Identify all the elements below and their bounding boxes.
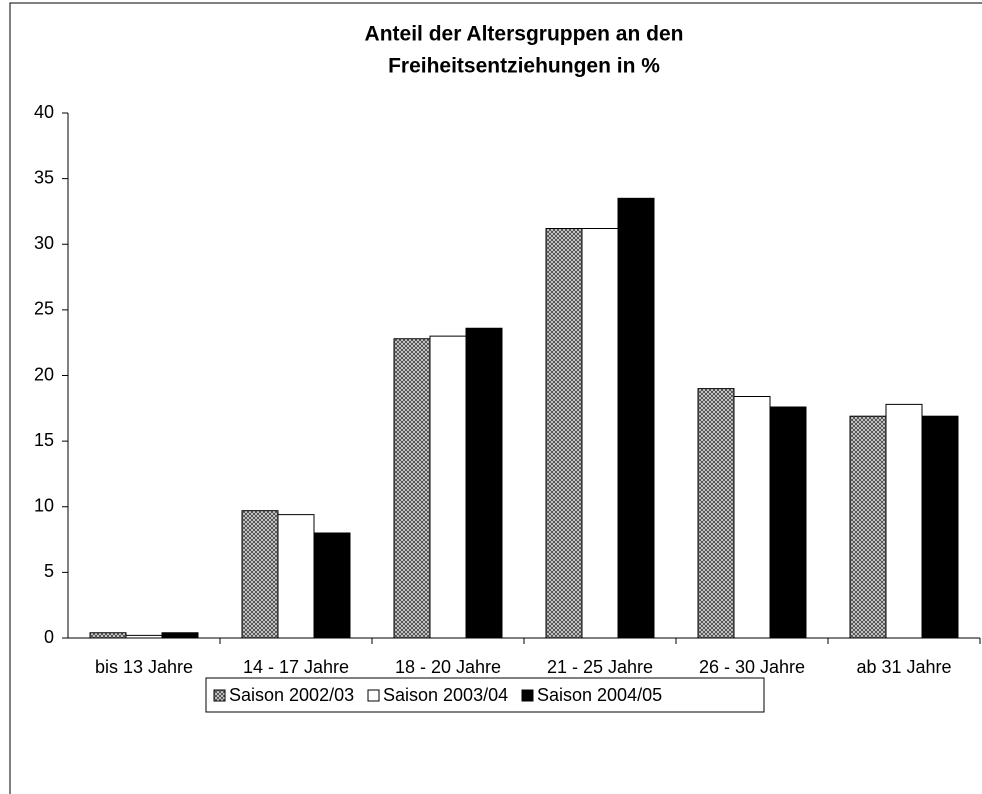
bar: [885, 403, 923, 639]
bar: [545, 228, 583, 639]
chart-title: Anteil der Altersgruppen an den: [365, 23, 684, 46]
bar: [617, 197, 655, 639]
bar: [733, 396, 771, 639]
bar: [429, 335, 467, 639]
x-tick-label: ab 31 Jahre: [856, 657, 951, 677]
legend-label: Saison 2002/03: [229, 685, 354, 705]
legend-label: Saison 2004/05: [537, 685, 662, 705]
y-tick-label: 15: [34, 430, 54, 450]
bar: [161, 632, 199, 639]
y-tick-label: 0: [44, 627, 54, 647]
bar: [89, 632, 127, 639]
chart-frame: [9, 2, 982, 794]
bar: [277, 514, 315, 639]
bar: [393, 338, 431, 639]
bar: [697, 388, 735, 639]
bar: [241, 510, 279, 639]
y-tick-label: 35: [34, 167, 54, 187]
bar: [769, 406, 807, 639]
bar: [921, 415, 959, 639]
y-tick-label: 30: [34, 233, 54, 253]
y-tick-label: 25: [34, 299, 54, 319]
bar: [581, 228, 619, 639]
legend-box: [205, 677, 765, 713]
bar: [465, 327, 503, 639]
x-tick-label: bis 13 Jahre: [95, 657, 193, 677]
legend-swatch: [213, 689, 226, 702]
chart-title: Freiheitsentziehungen in %: [388, 55, 660, 78]
y-tick-label: 5: [44, 561, 54, 581]
x-tick-label: 26 - 30 Jahre: [699, 657, 805, 677]
x-tick-label: 14 - 17 Jahre: [243, 657, 349, 677]
y-tick-label: 40: [34, 102, 54, 122]
bar: [849, 415, 887, 639]
legend-label: Saison 2003/04: [383, 685, 508, 705]
bar: [313, 532, 351, 639]
x-tick-label: 18 - 20 Jahre: [395, 657, 501, 677]
y-tick-label: 20: [34, 364, 54, 384]
legend-swatch: [521, 689, 534, 702]
y-tick-label: 10: [34, 496, 54, 516]
x-tick-label: 21 - 25 Jahre: [547, 657, 653, 677]
legend-swatch: [367, 689, 380, 702]
